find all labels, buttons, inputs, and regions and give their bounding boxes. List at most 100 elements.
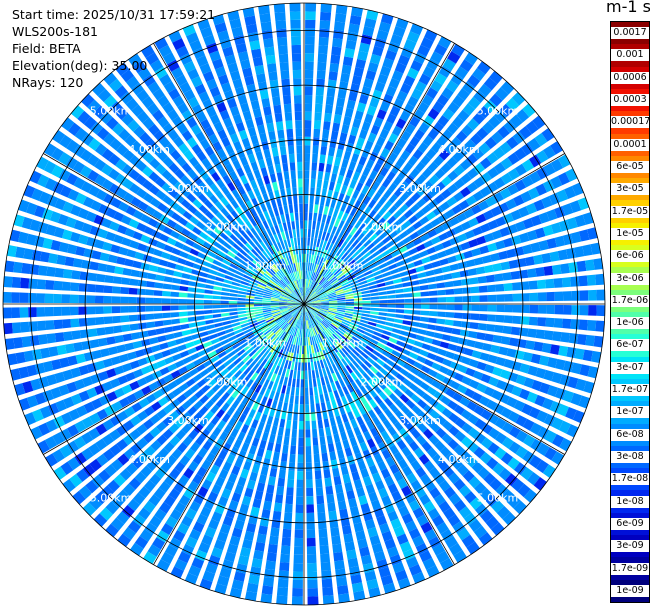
- range-gate-cell: [290, 28, 301, 37]
- range-gate-cell: [316, 360, 322, 370]
- range-gate-cell: [204, 284, 214, 290]
- range-gate-cell: [409, 136, 420, 148]
- range-gate-cell: [466, 339, 476, 348]
- range-gate-cell: [94, 384, 106, 395]
- range-gate-cell: [533, 341, 544, 352]
- range-gate-cell: [395, 225, 405, 235]
- range-gate-cell: [109, 378, 121, 389]
- range-gate-cell: [272, 382, 278, 392]
- range-gate-cell: [168, 423, 180, 434]
- range-gate-cell: [546, 237, 557, 249]
- range-gate-cell: [192, 358, 203, 367]
- range-gate-cell: [279, 297, 288, 301]
- range-gate-cell: [284, 324, 291, 332]
- range-gate-cell: [393, 187, 404, 198]
- range-gate-cell: [262, 250, 270, 259]
- range-gate-cell: [432, 206, 444, 216]
- range-gate-cell: [183, 388, 194, 399]
- range-gate-cell: [405, 241, 416, 250]
- range-gate-cell: [202, 70, 215, 83]
- range-gate-cell: [417, 272, 427, 279]
- range-gate-cell: [278, 206, 284, 216]
- range-gate-cell: [438, 500, 451, 513]
- range-gate-cell: [322, 319, 330, 327]
- range-gate-cell: [238, 287, 248, 292]
- range-gate-cell: [284, 314, 292, 321]
- range-gate-cell: [283, 313, 291, 320]
- range-gate-cell: [220, 308, 230, 313]
- range-gate-cell: [314, 470, 322, 480]
- range-gate-cell: [382, 419, 392, 430]
- range-gate-cell: [116, 511, 130, 525]
- range-gate-cell: [289, 264, 294, 273]
- range-gate-cell: [416, 198, 427, 208]
- range-gate-cell: [510, 326, 521, 336]
- range-gate-cell: [417, 142, 429, 154]
- range-gate-cell: [344, 107, 354, 118]
- range-gate-cell: [373, 405, 383, 416]
- range-gate-cell: [290, 19, 301, 29]
- range-gate-cell: [432, 453, 444, 465]
- range-gate-cell: [174, 264, 185, 272]
- range-gate-cell: [143, 551, 157, 565]
- range-gate-cell: [336, 328, 345, 336]
- range-gate-cell: [314, 316, 321, 324]
- range-gate-cell: [367, 132, 377, 143]
- range-gate-cell: [228, 375, 237, 385]
- range-gate-cell: [145, 138, 157, 150]
- range-gate-cell: [237, 94, 248, 105]
- range-gate-cell: [185, 341, 195, 349]
- range-gate-cell: [145, 245, 156, 255]
- range-gate-cell: [264, 449, 273, 460]
- range-gate-cell: [420, 37, 434, 50]
- range-gate-cell: [264, 114, 274, 124]
- range-gate-cell: [447, 438, 459, 451]
- range-gate-cell: [335, 148, 344, 159]
- range-gate-cell: [327, 311, 336, 316]
- range-gate-cell: [65, 216, 77, 229]
- range-gate-cell: [122, 333, 133, 342]
- range-gate-cell: [390, 33, 403, 46]
- range-gate-cell: [537, 442, 550, 456]
- range-gate-cell: [137, 67, 151, 81]
- range-gate-cell: [550, 141, 563, 155]
- colorbar-tick-label: 1e-09: [611, 584, 649, 597]
- range-gate-cell: [336, 248, 343, 257]
- range-gate-cell: [360, 235, 369, 245]
- range-gate-cell: [169, 200, 180, 211]
- range-gate-cell: [388, 182, 398, 193]
- range-gate-cell: [449, 216, 460, 227]
- range-gate-cell: [144, 373, 155, 384]
- range-gate-cell: [216, 330, 226, 337]
- range-gate-cell: [193, 400, 204, 410]
- range-gate-cell: [506, 348, 517, 358]
- range-gate-cell: [254, 384, 262, 394]
- range-gate-cell: [522, 351, 533, 362]
- range-gate-cell: [305, 28, 316, 37]
- range-gate-cell: [53, 306, 62, 317]
- range-gate-cell: [378, 295, 388, 300]
- range-gate-cell: [295, 304, 304, 307]
- range-gate-cell: [528, 406, 541, 419]
- range-gate-cell: [445, 228, 456, 238]
- range-gate-cell: [357, 192, 366, 202]
- range-gate-cell: [370, 292, 379, 297]
- range-gate-cell: [286, 478, 295, 488]
- range-gate-cell: [153, 130, 166, 142]
- range-gate-cell: [201, 336, 211, 343]
- range-gate-cell: [147, 329, 157, 337]
- range-gate-cell: [200, 26, 213, 39]
- range-gate-cell: [269, 407, 276, 417]
- range-gate-cell: [138, 507, 151, 520]
- range-gate-cell: [421, 204, 432, 215]
- range-gate-cell: [270, 373, 277, 382]
- range-gate-cell: [362, 475, 373, 487]
- range-gate-cell: [237, 290, 247, 295]
- range-gate-cell: [376, 319, 386, 325]
- range-gate-cell: [40, 347, 51, 359]
- range-gate-cell: [226, 543, 239, 555]
- range-gate-cell: [422, 135, 434, 147]
- range-gate-cell: [157, 335, 167, 343]
- range-gate-cell: [358, 280, 368, 286]
- range-gate-cell: [428, 187, 440, 198]
